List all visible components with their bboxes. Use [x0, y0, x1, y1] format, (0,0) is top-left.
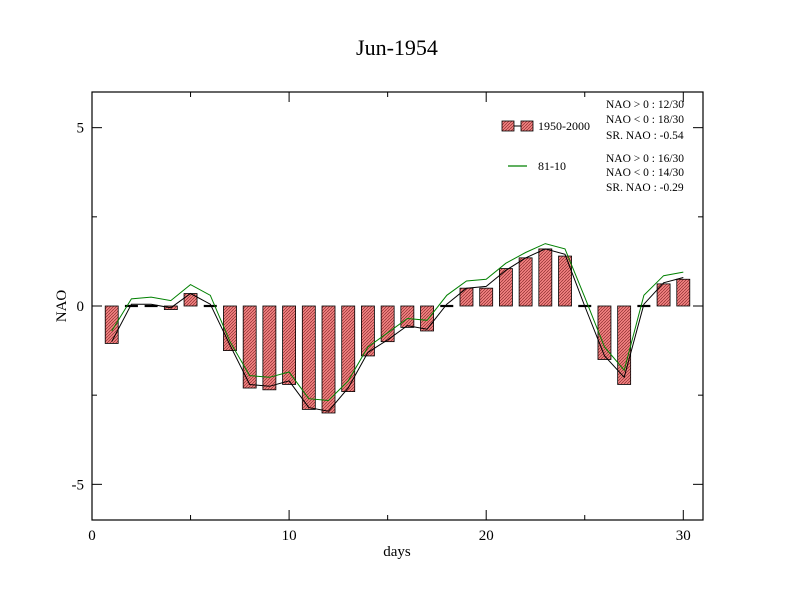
- bar-day-15: [380, 305, 395, 343]
- axis-ticks: 0 10 20 30 -5 0 5: [72, 92, 703, 544]
- x-tick-label: 0: [88, 528, 96, 544]
- bar-day-1: [104, 305, 119, 344]
- bar-day-11: [301, 305, 316, 410]
- line-black-series: [111, 248, 684, 412]
- bar-day-8: [242, 305, 257, 389]
- bar-day-30: [676, 278, 691, 307]
- stats-nao-negative: NAO < 0 : 14/30: [606, 167, 684, 179]
- x-tick-label: 30: [676, 528, 691, 544]
- bar-day-5: [183, 293, 198, 307]
- bar-day-14: [361, 305, 375, 357]
- bar-day-17: [420, 305, 434, 332]
- bar-day-29: [656, 283, 671, 307]
- bar-day-20: [479, 287, 494, 307]
- bar-day-16: [400, 305, 415, 328]
- bar-day-21: [499, 268, 513, 307]
- bar-day-13: [341, 305, 356, 392]
- legend: 1950-2000 81-10: [501, 119, 590, 173]
- y-tick-label: -5: [72, 477, 85, 493]
- x-tick-label: 20: [479, 528, 494, 544]
- stats-block-1950-2000: NAO > 0 : 12/30 NAO < 0 : 18/30 SR. NAO …: [606, 99, 684, 142]
- legend-label-bars: 1950-2000: [538, 119, 590, 133]
- line-series: [111, 243, 684, 412]
- bar-day-26: [597, 305, 612, 360]
- stats-nao-positive: NAO > 0 : 12/30: [606, 99, 684, 111]
- bar-day-19: [459, 287, 474, 307]
- y-tick-label: 5: [77, 121, 85, 137]
- stats-block-81-10: NAO > 0 : 16/30 NAO < 0 : 14/30 SR. NAO …: [606, 153, 684, 194]
- stats-nao-positive: NAO > 0 : 16/30: [606, 153, 684, 165]
- legend-swatch-bar-left: [501, 120, 515, 132]
- bar-day-12: [321, 305, 336, 414]
- bar-series: [104, 248, 691, 414]
- bar-day-7: [223, 305, 237, 351]
- x-axis-label: days: [383, 544, 411, 560]
- bar-day-10: [282, 305, 296, 385]
- y-axis-label: NAO: [54, 290, 70, 323]
- bar-day-23: [538, 248, 553, 307]
- y-tick-label: 0: [77, 299, 85, 315]
- stats-sr-nao: SR. NAO : -0.54: [606, 130, 684, 142]
- legend-swatch-bar-right: [520, 120, 534, 132]
- bar-day-9: [262, 305, 277, 391]
- chart-title: Jun-1954: [356, 35, 438, 60]
- legend-label-green-line: 81-10: [538, 159, 566, 173]
- stats-nao-negative: NAO < 0 : 18/30: [606, 114, 684, 126]
- line-81-10-series: [111, 243, 684, 402]
- stats-sr-nao: SR. NAO : -0.29: [606, 182, 684, 194]
- bar-day-24: [558, 255, 572, 307]
- bar-day-22: [518, 257, 533, 307]
- x-tick-label: 10: [282, 528, 297, 544]
